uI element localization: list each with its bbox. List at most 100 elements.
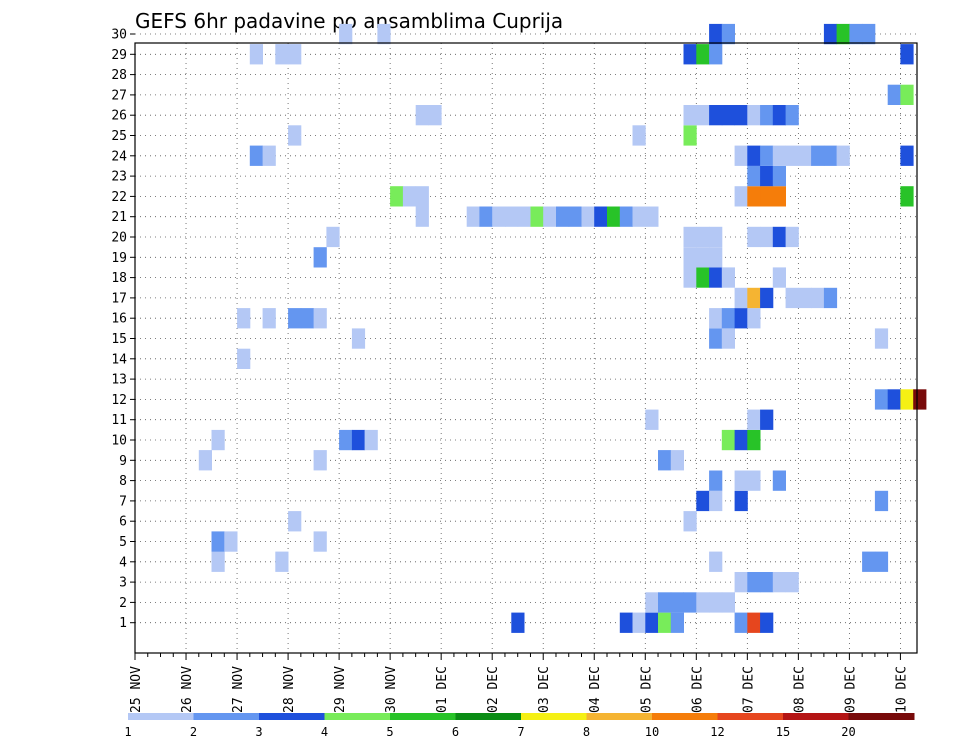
colorbar-swatch: [390, 713, 456, 720]
heat-cell: [772, 105, 786, 126]
heat-cell: [785, 226, 799, 248]
heat-cell: [874, 490, 889, 512]
heat-cell: [811, 145, 825, 166]
x-tick-label: 10 DEC: [894, 666, 909, 713]
y-tick-label: 7: [119, 494, 127, 509]
heat-cell: [224, 531, 238, 552]
colorbar-swatch: [521, 713, 587, 720]
y-tick-label: 5: [119, 535, 127, 550]
heat-cell: [760, 226, 774, 248]
x-tick-label: 25 NOV: [129, 666, 144, 713]
heat-cell: [811, 287, 825, 309]
colorbar-swatch: [259, 713, 325, 720]
y-tick-label: 19: [111, 251, 127, 266]
heat-cell: [249, 145, 263, 166]
heat-cell: [709, 328, 723, 349]
heat-cell: [581, 206, 595, 227]
heat-cell: [709, 267, 723, 288]
heat-cell: [556, 206, 570, 227]
heat-cell: [760, 287, 774, 309]
heat-cell: [747, 145, 761, 166]
heat-cell: [760, 409, 774, 430]
y-tick-label: 15: [111, 332, 127, 347]
heat-cell: [607, 206, 621, 227]
heat-cell: [874, 389, 889, 410]
heat-cell: [313, 247, 327, 268]
y-tick-label: 4: [119, 555, 127, 570]
x-tick-label: 01 DEC: [435, 666, 450, 713]
y-axis: 1234567891011121314151617181920212223242…: [111, 28, 135, 631]
heat-cell: [734, 308, 748, 329]
heat-cell: [772, 572, 786, 593]
colorbar-label: 6: [452, 725, 459, 739]
heat-cell: [772, 470, 786, 491]
y-tick-label: 30: [111, 28, 127, 43]
y-tick-label: 14: [111, 352, 127, 367]
heat-cell: [530, 206, 544, 227]
y-tick-label: 13: [111, 373, 127, 388]
heat-cell: [747, 470, 761, 491]
heat-cell: [721, 429, 735, 451]
x-tick-label: 28 NOV: [282, 666, 297, 713]
heat-cell: [632, 125, 646, 146]
heat-cell: [760, 612, 774, 633]
x-tick-label: 02 DEC: [486, 666, 501, 713]
heat-cell: [415, 105, 429, 126]
x-tick-label: 05 DEC: [639, 666, 654, 713]
heat-cell: [772, 145, 786, 166]
heat-cell: [275, 551, 289, 572]
heat-cell: [747, 105, 761, 126]
heat-cell: [747, 287, 761, 309]
heat-cell: [747, 409, 761, 430]
heat-cell: [721, 105, 735, 126]
heat-cell: [747, 165, 761, 187]
colorbar-label: 10: [645, 725, 659, 739]
heat-cell: [670, 612, 684, 633]
heat-cell: [709, 551, 723, 572]
heat-cell: [747, 186, 761, 207]
heat-cell: [696, 247, 710, 268]
colorbar-swatch: [783, 713, 849, 720]
data-cells: [198, 23, 927, 633]
y-tick-label: 16: [111, 312, 127, 327]
heat-cell: [645, 206, 659, 227]
heat-cell: [823, 23, 838, 45]
y-tick-label: 25: [111, 129, 127, 144]
heat-cell: [836, 23, 850, 45]
heat-cell: [377, 23, 391, 45]
y-tick-label: 26: [111, 109, 127, 124]
heat-cell: [619, 612, 633, 633]
grid: [134, 33, 917, 653]
heat-cell: [798, 145, 812, 166]
y-tick-label: 28: [111, 68, 127, 83]
heat-cell: [849, 23, 863, 45]
x-tick-label: 27 NOV: [231, 666, 246, 713]
heat-cell: [645, 612, 659, 633]
heat-cell: [709, 105, 723, 126]
heat-cell: [262, 145, 276, 166]
heat-cell: [709, 470, 723, 491]
x-tick-label: 26 NOV: [180, 666, 195, 713]
heat-cell: [760, 186, 774, 207]
heat-cell: [734, 145, 748, 166]
heat-cell: [900, 186, 914, 207]
heat-cell: [709, 592, 723, 613]
heat-cell: [288, 125, 302, 146]
heat-cell: [696, 490, 710, 512]
heat-cell: [211, 429, 225, 451]
heat-cell: [683, 267, 697, 288]
heat-cell: [734, 429, 748, 451]
colorbar-swatch: [652, 713, 718, 720]
y-tick-label: 29: [111, 48, 127, 63]
heat-cell: [734, 287, 748, 309]
heat-cell: [402, 186, 417, 207]
heat-cell: [721, 267, 735, 288]
heat-cell: [594, 206, 608, 227]
heat-cell: [683, 247, 697, 268]
y-tick-label: 18: [111, 271, 127, 286]
heat-cell: [734, 186, 748, 207]
colorbar-label: 15: [776, 725, 790, 739]
heat-cell: [683, 226, 697, 248]
y-tick-label: 6: [119, 515, 127, 530]
heat-cell: [900, 84, 914, 105]
